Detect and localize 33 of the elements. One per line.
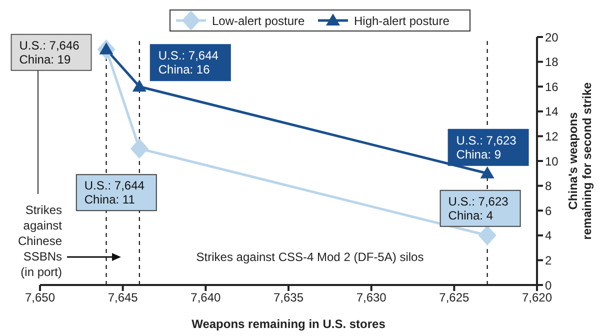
x-tick-label: 7,650 [24,290,56,305]
point [480,166,494,178]
y-axis-title: China's weapons remaining for second strike [566,82,594,240]
y-tick-label: 18 [545,55,559,70]
y-tick-label: 2 [545,253,552,268]
annotation: U.S.: 7,644 China: 11 [84,178,145,207]
x-tick-label: 7,640 [190,290,222,305]
annotation: U.S.: 7,623 China: 9 [456,133,517,162]
annotation: Strikes against Chinese SSBNs (in port) [18,203,63,279]
annotation: U.S.: 7,644 China: 16 [158,48,219,77]
y-tick-label: 4 [545,228,552,243]
legend-label: Low-alert posture [212,14,306,28]
y-tick-label: 8 [545,179,552,194]
y-tick-label: 10 [545,154,559,168]
y-tick-label: 20 [545,30,559,44]
x-tick-label: 7,625 [439,290,470,305]
y-tick-label: 12 [545,129,559,144]
y-tick-label: 14 [545,104,559,119]
x-axis-title: Weapons remaining in U.S. stores [192,317,386,331]
annotation: U.S.: 7,623 China: 4 [448,194,509,222]
legend-label: High-alert posture [354,14,450,28]
x-tick-label: 7,630 [356,290,387,305]
point [132,80,146,92]
x-tick-label: 7,635 [273,290,304,305]
y-tick-label: 0 [545,278,552,292]
annotation: Strikes against CSS-4 Mod 2 (DF-5A) silos [196,250,424,264]
x-tick-label: 7,620 [522,290,552,305]
y-tick-label: 16 [545,80,559,94]
point [130,138,148,159]
annotation: U.S.: 7,646 China: 19 [19,38,80,66]
point [478,225,496,246]
x-tick-label: 7,645 [108,290,138,305]
y-tick-label: 6 [545,204,552,218]
